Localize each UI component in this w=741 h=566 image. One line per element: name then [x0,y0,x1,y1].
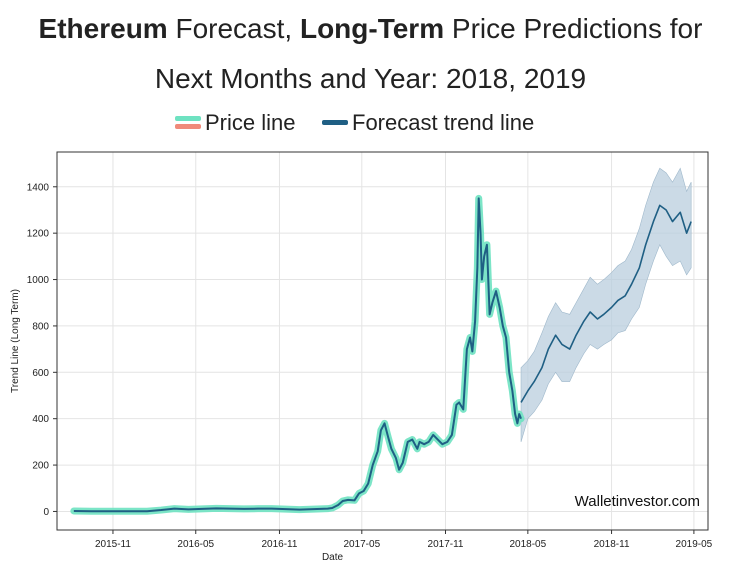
y-tick-label: 400 [32,414,49,425]
y-tick-label: 1000 [27,275,50,286]
price-trend-line [73,197,522,513]
title-bold-ethereum: Ethereum [38,13,168,44]
x-tick-label: 2017-05 [343,539,380,550]
x-tick-label: 2018-05 [509,539,546,550]
legend-label-price: Price line [205,110,296,135]
y-tick-label: 1200 [27,229,50,240]
x-tick-label: 2018-11 [594,539,630,550]
title-text-1: Forecast, [167,13,300,44]
y-tick-label: 600 [32,368,49,379]
x-tick-label: 2019-05 [676,539,713,550]
title-line-2: Next Months and Year: 2018, 2019 [154,63,587,94]
x-tick-label: 2016-05 [177,539,214,550]
x-axis-ticks: 2015-11 2016-05 2016-11 2017-05 2017-11 2018-… [95,530,713,550]
x-tick-label: 2016-11 [261,539,297,550]
y-axis-label: Trend Line (Long Term) [10,289,21,393]
y-axis-ticks: 0 200 400 600 800 1000 1200 1400 [27,182,57,518]
legend-label-forecast: Forecast trend line [352,110,535,135]
y-tick-label: 1400 [27,182,50,193]
title-line-1: Ethereum Forecast, Long-Term Price Predi… [0,4,741,54]
chart-title: Ethereum Forecast, Long-Term Price Predi… [0,4,741,104]
legend-swatch-forecast [322,120,348,125]
plot-background [57,152,708,530]
x-axis-label: Date [322,552,344,563]
plot-frame [56,151,709,531]
forecast-trend-line [520,204,692,403]
chart-legend: Price line Forecast trend line [0,108,741,138]
x-tick-label: 2017-11 [428,539,464,550]
title-text-2: Price Predictions for [444,13,703,44]
y-tick-label: 200 [32,461,49,472]
title-bold-long-term: Long-Term [299,13,445,44]
legend-swatch-price-green [175,116,201,121]
y-tick-label: 800 [32,321,49,332]
watermark-text: Walletinvestor.com [575,493,700,510]
y-tick-label: 0 [43,507,49,518]
legend-swatch-price-red [175,124,201,129]
x-tick-label: 2015-11 [95,539,131,550]
